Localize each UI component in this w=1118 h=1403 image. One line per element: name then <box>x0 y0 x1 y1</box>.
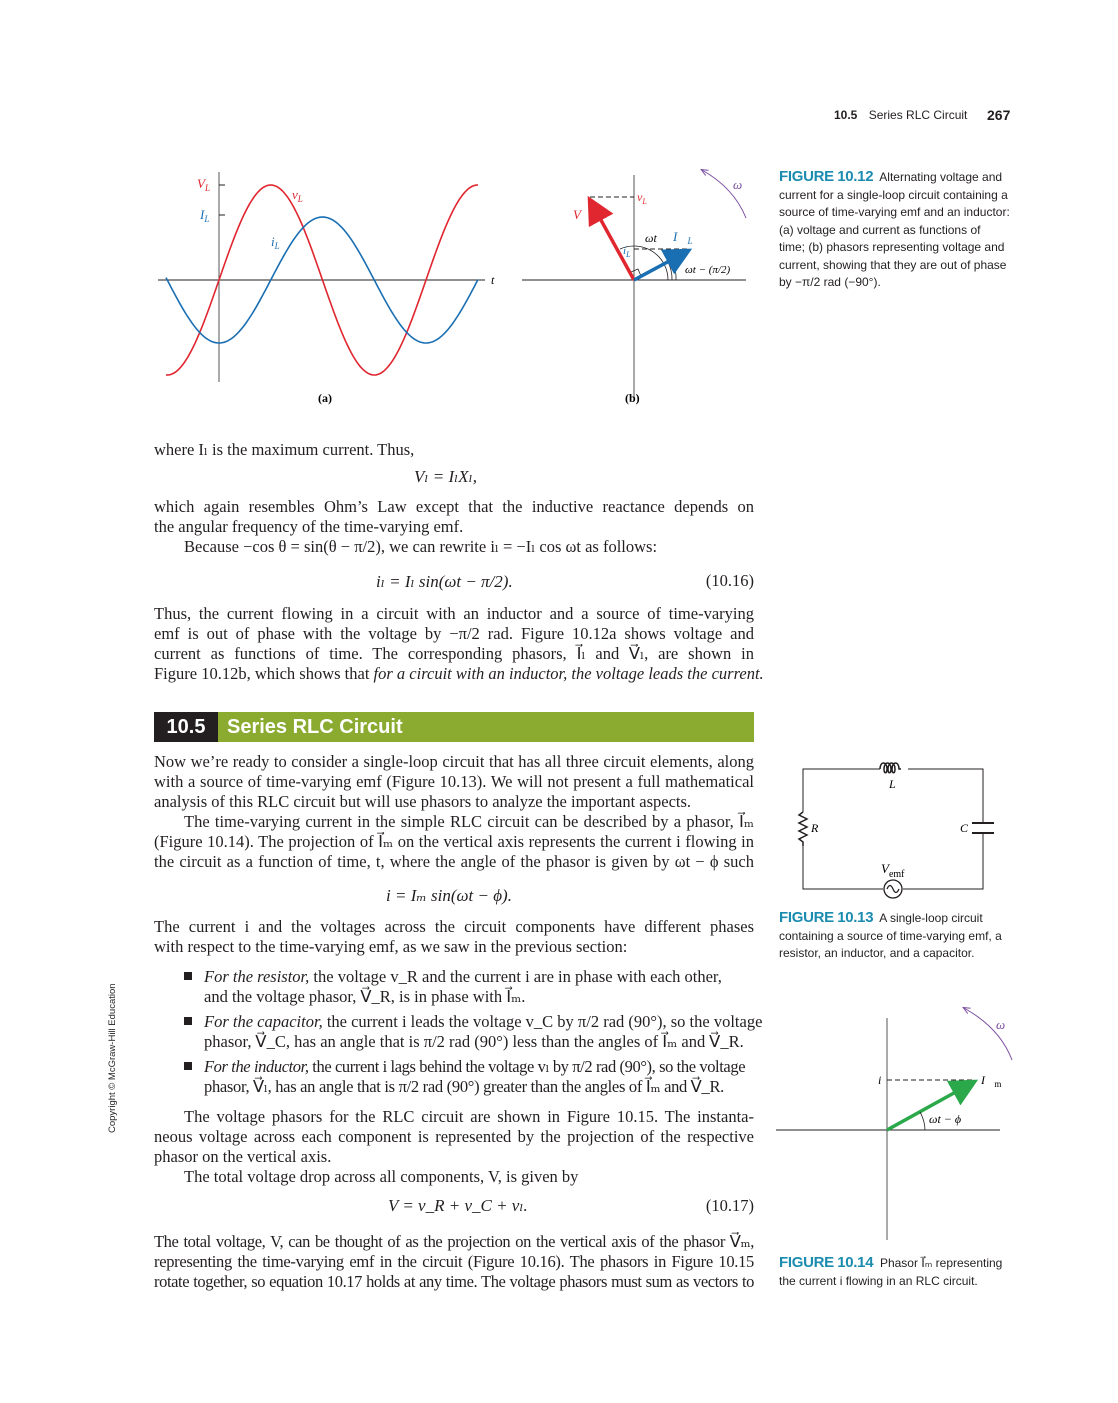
text-line: Figure 10.12b, which shows that for a ci… <box>154 664 764 683</box>
text-line: which again resembles Ohm’s Law except t… <box>154 497 754 516</box>
label-IL: IL <box>199 207 209 224</box>
label-iL-b: iL <box>623 245 631 259</box>
text-line: and the voltage phasor, V⃗_R, is in phas… <box>204 987 526 1006</box>
label-IL-vec: I⃗L <box>672 229 692 246</box>
text-line: rotate together, so equation 10.17 holds… <box>154 1272 754 1291</box>
label-vL: vL <box>292 187 303 204</box>
text-line: The total voltage, V, can be thought of … <box>154 1232 754 1251</box>
angle-arc <box>919 1111 926 1131</box>
equation: i = Iₘ sin(ωt − ϕ). <box>386 886 512 905</box>
section-title: Series RLC Circuit <box>227 716 403 738</box>
header-section-number: 10.5 <box>834 108 858 122</box>
label-Vemf: Vemf <box>881 861 905 880</box>
IL-phasor-arrow <box>633 248 693 282</box>
resistor-symbol <box>797 811 809 846</box>
running-header: 10.5 Series RLC Circuit <box>834 108 967 122</box>
text-line: with a source of time-varying emf (Figur… <box>154 772 754 791</box>
right-angle-mark <box>630 268 642 277</box>
label-iL: iL <box>271 234 280 251</box>
text-line: The current i and the voltages across th… <box>154 917 754 936</box>
section-heading: 10.5 Series RLC Circuit <box>154 712 754 742</box>
figure-10-14-caption: FIGURE 10.14 Phasor I⃗ₘ representing the… <box>779 1254 1003 1288</box>
text-line: The time-varying current in the simple R… <box>184 812 754 831</box>
bullet <box>184 972 192 980</box>
label-a: (a) <box>318 391 332 405</box>
text-line: representing the time-varying emf in the… <box>154 1252 754 1271</box>
current-curve <box>165 216 479 344</box>
equation-number: (10.17) <box>705 1196 754 1215</box>
inductor-symbol <box>879 762 901 774</box>
label-L: L <box>888 777 896 791</box>
bullet <box>184 1062 192 1070</box>
text-line: where Iₗ is the maximum current. Thus, <box>154 440 415 459</box>
figure-10-12: VL IL vL iL t (a) ω vL V⃗L I⃗L iL ωt ωt … <box>158 160 747 405</box>
text-line: For the inductor, the current i lags beh… <box>204 1057 746 1076</box>
text-line: Thus, the current flowing in a circuit w… <box>154 604 754 623</box>
sine-wave-icon <box>886 884 900 894</box>
label-VL: VL <box>197 176 210 193</box>
equation-number: (10.16) <box>705 571 754 590</box>
equation: Vₗ = IₗXₗ, <box>414 467 478 486</box>
label-vL-b: vL <box>637 190 647 206</box>
equation-10-16: iₗ = Iₗ sin(ωt − π/2). <box>376 572 513 591</box>
label-wt-pi2: ωt − (π/2) <box>685 264 730 276</box>
text-line: phasor on the vertical axis. <box>154 1147 332 1166</box>
text-line: (Figure 10.14). The projection of I⃗ₘ on… <box>154 832 754 851</box>
label-Im: I⃗m <box>980 1073 1001 1089</box>
copyright-notice: Copyright © McGraw-Hill Education <box>107 983 118 1133</box>
label-b: (b) <box>625 391 640 405</box>
omega-rotation-arrow <box>964 1008 1013 1061</box>
label-omega: ω <box>996 1017 1005 1032</box>
label-C: C <box>960 821 969 835</box>
label-R: R <box>810 821 819 835</box>
text-line: phasor, V⃗_C, has an angle that is π/2 r… <box>204 1032 744 1051</box>
text-line: emf is out of phase with the voltage by … <box>154 624 754 643</box>
figure-10-14-phasor: ω i I⃗m ωt − ϕ <box>776 1003 1013 1240</box>
label-angle: ωt − ϕ <box>929 1112 961 1126</box>
bullet <box>184 1017 192 1025</box>
text-line: the angular frequency of the time-varyin… <box>154 517 464 536</box>
text-line: The voltage phasors for the RLC circuit … <box>184 1107 754 1126</box>
section-number: 10.5 <box>154 712 218 742</box>
header-section-title: Series RLC Circuit <box>868 108 968 122</box>
voltage-curve <box>165 184 479 376</box>
text-line: Because −cos θ = sin(θ − π/2), we can re… <box>184 537 658 556</box>
circuit-wire <box>802 768 984 890</box>
equation-10-17: V = v_R + v_C + vₗ. <box>388 1196 528 1215</box>
label-t: t <box>491 273 495 287</box>
text-line: current as functions of time. The corres… <box>154 644 754 663</box>
page-number: 267 <box>987 107 1011 123</box>
label-omega: ω <box>733 177 742 192</box>
label-VL-vec: V⃗L <box>573 207 596 224</box>
figure-10-13-caption: FIGURE 10.13 A single-loop circuit conta… <box>779 909 1002 960</box>
Im-phasor-arrow <box>886 1079 979 1132</box>
figure-10-12-caption: FIGURE 10.12 Alternating voltage and cur… <box>779 168 1010 289</box>
text-line: analysis of this RLC circuit but will us… <box>154 792 692 811</box>
text-line: phasor, V⃗ₗ, has an angle that is π/2 ra… <box>204 1077 725 1096</box>
text-line: For the resistor, the voltage v_R and th… <box>204 967 722 986</box>
omega-rotation-arrow <box>702 170 747 219</box>
text-line: For the capacitor, the current i leads t… <box>204 1012 763 1031</box>
text-line: the circuit as a function of time, t, wh… <box>154 852 754 871</box>
text-line: Now we’re ready to consider a single-loo… <box>154 752 754 771</box>
label-i: i <box>878 1073 881 1087</box>
VL-phasor-arrow <box>587 195 636 281</box>
figure-10-13-circuit: L R C Vemf <box>797 762 994 899</box>
text-line: neous voltage across each component is r… <box>154 1127 754 1146</box>
text-line: The total voltage drop across all compon… <box>184 1167 579 1186</box>
text-line: with respect to the time-varying emf, as… <box>154 937 628 956</box>
label-wt: ωt <box>645 231 657 245</box>
